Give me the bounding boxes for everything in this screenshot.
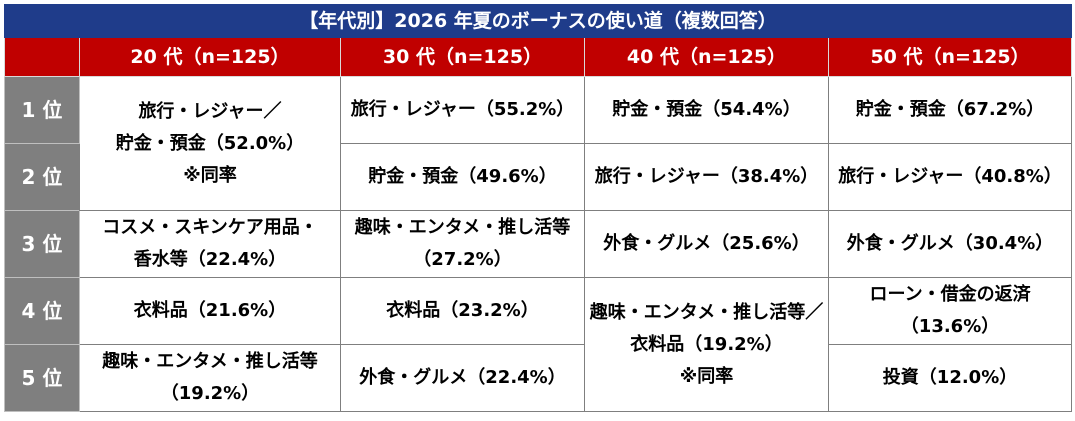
rank-label-4: 4 位: [4, 277, 80, 345]
rank-row-5: 5 位 趣味・エンタメ・推し活等 （19.2%） 外食・グルメ（22.4%） 投…: [4, 344, 1073, 412]
rank-label-5: 5 位: [4, 344, 80, 412]
cell-20s-rank-3: コスメ・スキンケア用品・ 香水等（22.4%）: [79, 210, 341, 278]
cell-text: 衣料品（23.2%）: [386, 300, 539, 321]
cell-30s-rank-4: 衣料品（23.2%）: [340, 277, 585, 345]
cell-30s-rank-3: 趣味・エンタメ・推し活等 （27.2%）: [340, 210, 585, 278]
cell-text: 投資（12.0%）: [882, 367, 1018, 388]
cell-text: 外食・グルメ（22.4%）: [359, 367, 566, 388]
cell-50s-rank-1: 貯金・預金（67.2%）: [827, 76, 1073, 144]
cell-text: 外食・グルメ（25.6%）: [603, 233, 810, 254]
cell-text: 旅行・レジャー／ 貯金・預金（52.0%） ※同率: [115, 100, 305, 186]
title-row: 【年代別】2026 年夏のボーナスの使い道（複数回答）: [3, 4, 1073, 38]
cell-30s-rank-5: 外食・グルメ（22.4%）: [340, 344, 585, 412]
cell-text: ローン・借金の返済 （13.6%）: [869, 284, 1031, 337]
cell-text: 趣味・エンタメ・推し活等 （27.2%）: [354, 217, 571, 270]
cell-40s-rank-4-5: 趣味・エンタメ・推し活等／ 衣料品（19.2%） ※同率: [584, 277, 829, 412]
rank-row-4: 4 位 衣料品（21.6%） 衣料品（23.2%） 趣味・エンタメ・推し活等／ …: [4, 277, 1073, 412]
cell-text: コスメ・スキンケア用品・ 香水等（22.4%）: [102, 217, 318, 270]
cell-20s-rank-1-2: 旅行・レジャー／ 貯金・預金（52.0%） ※同率: [79, 76, 341, 211]
table-title: 【年代別】2026 年夏のボーナスの使い道（複数回答）: [3, 4, 1073, 38]
rank-row-3: 3 位 コスメ・スキンケア用品・ 香水等（22.4%） 趣味・エンタメ・推し活等…: [4, 210, 1073, 278]
cell-text: 貯金・預金（67.2%）: [855, 99, 1045, 120]
bonus-usage-table: 【年代別】2026 年夏のボーナスの使い道（複数回答） 20 代（n=125） …: [3, 4, 1073, 412]
cell-text: 旅行・レジャー（38.4%）: [594, 166, 819, 187]
cell-50s-rank-4: ローン・借金の返済 （13.6%）: [827, 277, 1073, 345]
cell-20s-rank-5: 趣味・エンタメ・推し活等 （19.2%）: [79, 344, 341, 412]
ranking-table-container: 【年代別】2026 年夏のボーナスの使い道（複数回答） 20 代（n=125） …: [3, 4, 1073, 412]
rank-label-3: 3 位: [4, 210, 80, 278]
rank-label-2: 2 位: [4, 143, 80, 211]
header-corner: [4, 37, 80, 77]
rank-label-1: 1 位: [4, 76, 80, 144]
cell-text: 衣料品（21.6%）: [133, 300, 287, 321]
header-50s: 50 代（n=125）: [827, 37, 1073, 77]
cell-text: 趣味・エンタメ・推し活等／ 衣料品（19.2%） ※同率: [589, 301, 824, 387]
cell-50s-rank-3: 外食・グルメ（30.4%）: [827, 210, 1073, 278]
cell-text: 旅行・レジャー（55.2%）: [350, 99, 575, 120]
header-20s: 20 代（n=125）: [79, 37, 341, 77]
cell-50s-rank-5: 投資（12.0%）: [827, 344, 1073, 412]
cell-text: 趣味・エンタメ・推し活等 （19.2%）: [102, 351, 318, 404]
cell-30s-rank-1: 旅行・レジャー（55.2%）: [340, 76, 585, 144]
header-40s: 40 代（n=125）: [584, 37, 829, 77]
cell-text: 貯金・預金（49.6%）: [368, 166, 557, 187]
cell-text: 外食・グルメ（30.4%）: [846, 233, 1054, 254]
cell-text: 貯金・預金（54.4%）: [612, 99, 801, 120]
cell-40s-rank-2: 旅行・レジャー（38.4%）: [584, 143, 829, 211]
cell-50s-rank-2: 旅行・レジャー（40.8%）: [827, 143, 1073, 211]
cell-text: 旅行・レジャー（40.8%）: [838, 166, 1062, 187]
cell-40s-rank-3: 外食・グルメ（25.6%）: [584, 210, 829, 278]
cell-30s-rank-2: 貯金・預金（49.6%）: [340, 143, 585, 211]
header-row: 20 代（n=125） 30 代（n=125） 40 代（n=125） 50 代…: [4, 37, 1073, 77]
cell-20s-rank-4: 衣料品（21.6%）: [79, 277, 341, 345]
header-30s: 30 代（n=125）: [340, 37, 585, 77]
cell-40s-rank-1: 貯金・預金（54.4%）: [584, 76, 829, 144]
rank-row-1: 1 位 旅行・レジャー／ 貯金・預金（52.0%） ※同率 旅行・レジャー（55…: [4, 76, 1073, 211]
